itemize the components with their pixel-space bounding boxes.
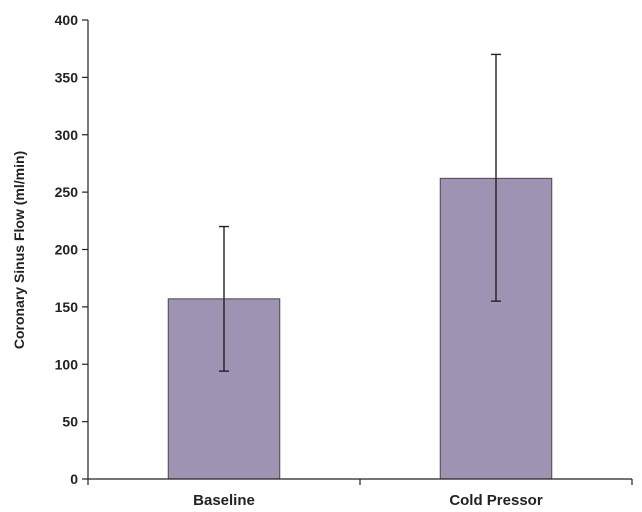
y-tick-label: 200 <box>55 242 79 258</box>
y-tick-label: 100 <box>55 356 79 372</box>
bars-group <box>167 177 553 480</box>
y-tick-label: 150 <box>55 299 79 315</box>
error-bars-group <box>219 53 501 372</box>
y-axis-title: Coronary Sinus Flow (ml/min) <box>11 151 27 349</box>
y-tick-label: 0 <box>70 471 78 487</box>
y-tick-label: 400 <box>55 12 79 28</box>
y-tick-label: 300 <box>55 127 79 143</box>
x-category-label: Cold Pressor <box>449 492 543 509</box>
y-tick-label: 50 <box>62 414 78 430</box>
y-axis: 0 50 100 150 200 250 300 350 400 <box>55 12 89 487</box>
x-category-label: Baseline <box>193 492 255 509</box>
y-tick-label: 250 <box>55 184 79 200</box>
y-tick-label: 350 <box>55 69 79 85</box>
x-axis: Baseline Cold Pressor <box>87 478 633 509</box>
